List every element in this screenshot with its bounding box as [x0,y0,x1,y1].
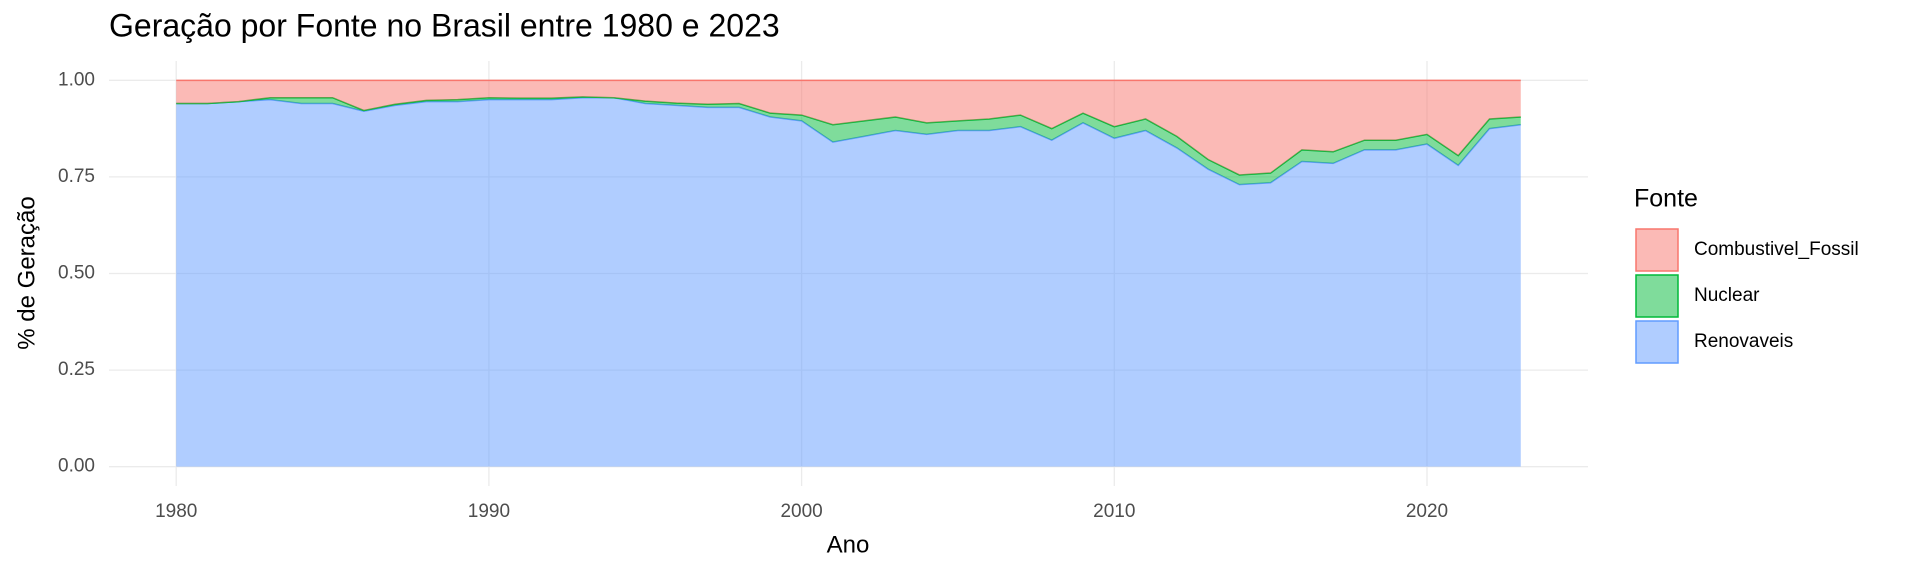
x-axis-title: Ano [827,531,870,558]
area [176,80,1521,175]
legend-label: Combustivel_Fossil [1694,239,1859,260]
x-tick-label: 2010 [1093,501,1135,522]
legend-key [1635,274,1679,318]
legend-label: Renovaveis [1694,331,1793,352]
chart-title: Geração por Fonte no Brasil entre 1980 e… [109,7,780,43]
x-tick-label: 1990 [468,501,510,522]
y-axis-title: % de Geração [13,196,40,349]
y-tick-label: 0.00 [58,456,95,477]
x-tick-label: 2000 [780,501,822,522]
area [176,97,1521,467]
legend-key [1635,320,1679,364]
x-tick-label: 2020 [1406,501,1448,522]
legend-title: Fonte [1634,185,1698,213]
y-tick-label: 0.25 [58,359,95,380]
x-tick-label: 1980 [155,501,197,522]
y-tick-label: 1.00 [58,69,95,90]
y-tick-label: 0.50 [58,263,95,284]
legend-key [1635,228,1679,272]
legend-label: Nuclear [1694,285,1760,306]
y-tick-label: 0.75 [58,166,95,187]
